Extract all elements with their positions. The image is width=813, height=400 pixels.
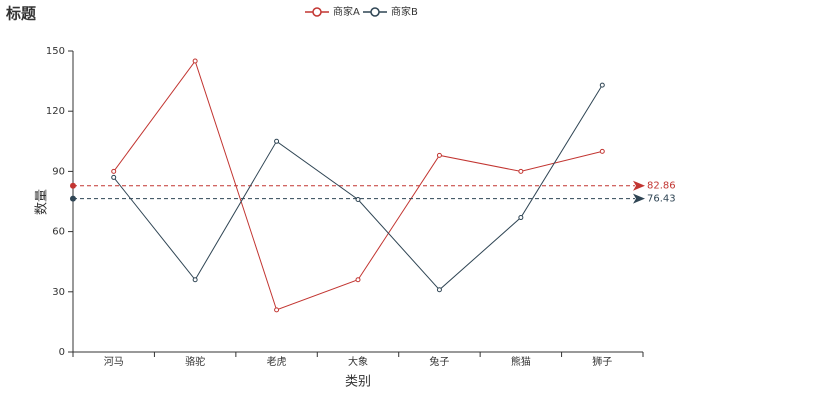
data-point bbox=[599, 148, 605, 154]
x-tick-label: 大象 bbox=[348, 355, 368, 368]
average-arrow bbox=[633, 180, 645, 191]
data-point bbox=[518, 168, 524, 174]
average-start bbox=[70, 195, 76, 202]
data-point bbox=[274, 307, 280, 313]
legend-label[interactable]: 商家B bbox=[391, 5, 418, 18]
data-point bbox=[192, 58, 198, 64]
data-point bbox=[436, 287, 442, 293]
y-tick-label: 90 bbox=[52, 166, 65, 177]
x-tick-label: 兔子 bbox=[429, 355, 449, 368]
data-point bbox=[355, 277, 361, 283]
data-point bbox=[599, 82, 605, 88]
y-tick-label: 30 bbox=[52, 287, 65, 298]
x-tick-label: 骆驼 bbox=[185, 355, 205, 368]
x-axis-title: 类别 bbox=[345, 375, 371, 390]
series-line bbox=[113, 84, 603, 291]
y-tick-label: 150 bbox=[46, 46, 65, 57]
legend-label[interactable]: 商家A bbox=[333, 5, 360, 18]
chart-title: 标题 bbox=[5, 5, 37, 23]
y-tick-label: 120 bbox=[46, 106, 65, 117]
average-arrow bbox=[633, 193, 645, 204]
data-point bbox=[111, 174, 117, 180]
y-axis-title: 数量 bbox=[35, 189, 50, 215]
data-point bbox=[111, 168, 117, 174]
average-label: 76.43 bbox=[647, 194, 676, 205]
legend-symbol[interactable] bbox=[312, 7, 322, 17]
data-point bbox=[274, 138, 280, 144]
x-tick-label: 熊猫 bbox=[511, 355, 531, 368]
data-point bbox=[192, 277, 198, 283]
legend-symbol[interactable] bbox=[370, 7, 380, 17]
x-tick-label: 老虎 bbox=[267, 355, 287, 368]
average-label: 82.86 bbox=[647, 181, 676, 192]
data-point bbox=[355, 196, 361, 202]
x-tick-label: 河马 bbox=[104, 356, 124, 368]
y-tick-label: 0 bbox=[59, 347, 65, 358]
average-start bbox=[70, 182, 76, 189]
x-tick-label: 狮子 bbox=[592, 355, 612, 368]
y-tick-label: 60 bbox=[52, 227, 65, 238]
data-point bbox=[436, 152, 442, 158]
data-point bbox=[518, 215, 524, 221]
